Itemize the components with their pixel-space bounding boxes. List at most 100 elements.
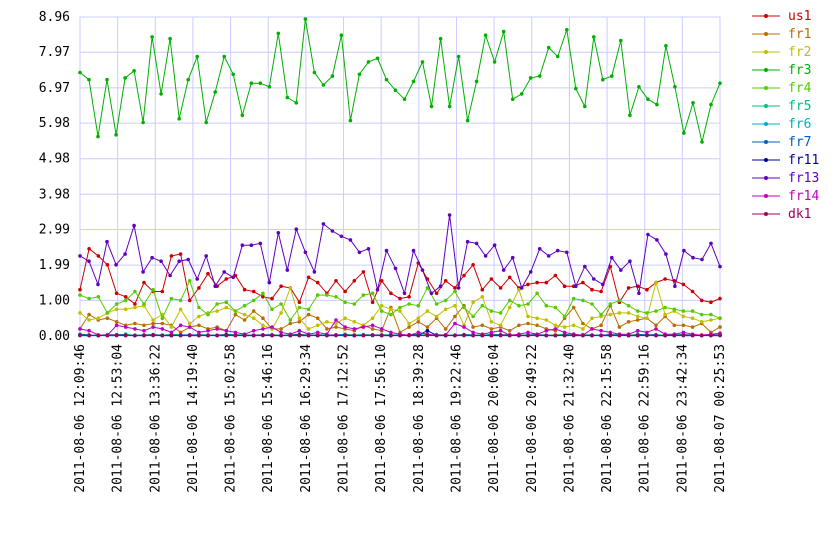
data-point: [700, 257, 704, 262]
data-point: [681, 323, 686, 328]
data-point: [480, 287, 485, 292]
data-point: [480, 333, 485, 338]
data-point: [348, 118, 353, 123]
data-point: [425, 286, 430, 290]
data-point: [619, 38, 623, 43]
data-point: [608, 330, 613, 335]
data-point: [592, 277, 596, 281]
legend-label: fr4: [788, 81, 812, 96]
data-point: [489, 320, 494, 324]
data-point: [297, 320, 302, 324]
data-point: [590, 302, 594, 306]
data-point: [590, 327, 594, 331]
data-point: [498, 286, 503, 290]
data-point: [480, 323, 485, 328]
data-point: [96, 295, 101, 299]
x-axis-ticks: 2011-08-06 12:09:46 2011-08-06 12:53:04 20…: [73, 344, 728, 493]
data-point: [581, 333, 585, 338]
data-point: [361, 333, 366, 338]
data-point: [489, 330, 494, 335]
data-point: [501, 268, 506, 272]
data-point: [655, 238, 659, 242]
data-point: [438, 284, 443, 289]
data-point: [526, 333, 530, 338]
data-point: [279, 330, 283, 335]
data-point: [141, 120, 145, 125]
data-point: [483, 254, 488, 258]
data-point: [231, 72, 235, 77]
data-point: [462, 325, 466, 329]
data-point: [279, 311, 283, 315]
data-point: [571, 323, 576, 328]
x-tick-label: 2011-08-06 20:06:04: [487, 344, 502, 493]
data-point: [297, 316, 302, 321]
legend-marker: [764, 140, 768, 144]
data-point: [700, 140, 704, 144]
data-point: [429, 104, 434, 109]
data-point: [352, 333, 357, 338]
data-point: [312, 270, 317, 274]
x-tick-label: 2011-08-06 14:19:40: [186, 344, 201, 493]
data-point: [197, 333, 201, 338]
data-point: [709, 300, 713, 305]
data-point: [699, 320, 704, 324]
data-point: [599, 333, 603, 338]
data-point: [581, 280, 585, 285]
data-point: [178, 323, 183, 328]
data-point: [123, 76, 127, 80]
data-point: [474, 241, 479, 246]
data-point: [434, 302, 439, 306]
data-point: [535, 333, 539, 338]
data-point: [224, 277, 229, 281]
data-point: [407, 325, 411, 329]
data-point: [480, 303, 485, 308]
data-point: [231, 275, 235, 280]
data-point: [471, 333, 475, 338]
data-point: [447, 213, 452, 217]
data-point: [654, 309, 658, 313]
data-point: [635, 309, 640, 313]
data-point: [240, 243, 245, 247]
data-point: [664, 44, 668, 48]
data-point: [544, 318, 549, 322]
data-point: [78, 311, 82, 315]
data-point: [562, 325, 567, 329]
data-point: [699, 298, 704, 303]
data-point: [187, 279, 192, 283]
data-point: [105, 316, 110, 321]
data-point: [517, 333, 521, 338]
data-point: [425, 328, 430, 333]
data-point: [498, 311, 503, 315]
data-point: [709, 318, 713, 322]
data-point: [528, 270, 533, 274]
data-point: [672, 333, 677, 338]
data-point: [303, 250, 308, 255]
data-point: [288, 321, 293, 326]
data-point: [242, 287, 247, 292]
data-point: [242, 312, 247, 317]
data-point: [443, 333, 448, 338]
data-point: [151, 325, 155, 329]
data-point: [709, 241, 713, 246]
data-point: [628, 259, 632, 264]
legend-marker: [764, 158, 768, 162]
legend-marker: [764, 68, 768, 72]
data-point: [562, 284, 567, 289]
data-point: [645, 316, 649, 321]
data-point: [654, 327, 658, 331]
data-point: [443, 279, 448, 283]
data-point: [249, 81, 254, 85]
x-tick-label: 2011-08-06 21:32:40: [562, 344, 577, 493]
data-point: [242, 333, 247, 338]
data-point: [416, 330, 421, 335]
data-point: [186, 77, 190, 82]
data-point: [526, 330, 530, 335]
data-point: [599, 323, 603, 328]
legend-label: fr3: [788, 63, 811, 78]
data-point: [339, 234, 344, 239]
data-point: [142, 328, 146, 333]
data-point: [465, 118, 470, 123]
data-point: [379, 303, 384, 308]
data-point: [402, 97, 407, 101]
